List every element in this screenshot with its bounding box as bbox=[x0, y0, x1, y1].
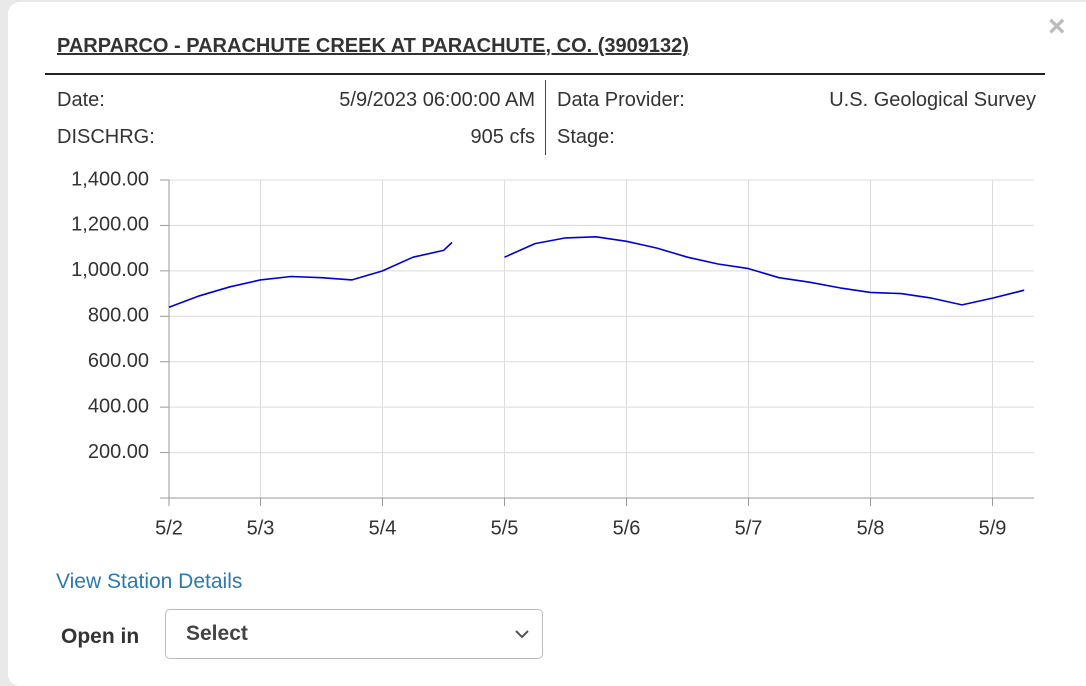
close-button[interactable]: × bbox=[1048, 10, 1066, 43]
header-rule bbox=[45, 73, 1045, 75]
x-tick-label: 5/9 bbox=[979, 517, 1007, 539]
open-in-label: Open in bbox=[61, 625, 140, 648]
info-label: Stage: bbox=[557, 126, 615, 148]
info-value: 905 cfs bbox=[470, 126, 535, 148]
x-tick-label: 5/3 bbox=[247, 517, 275, 539]
info-label: DISCHRG: bbox=[57, 126, 155, 148]
chart: 200.00 400.00 600.00 800.00 1,000.00 1,200.00… bbox=[71, 168, 1034, 539]
info-separator bbox=[545, 80, 546, 155]
y-tick-label: 400.00 bbox=[88, 395, 149, 417]
station-title: PARPARCO - PARACHUTE CREEK AT PARACHUTE,… bbox=[57, 35, 689, 57]
discharge-line bbox=[168, 236, 1025, 308]
station-details-link[interactable]: View Station Details bbox=[56, 570, 243, 593]
y-tick-label: 1,200.00 bbox=[71, 214, 149, 236]
x-tick-label: 5/8 bbox=[857, 517, 885, 539]
station-popup: × PARPARCO - PARACHUTE CREEK AT PARACHUT… bbox=[8, 2, 1086, 686]
select-chevron bbox=[515, 630, 529, 639]
info-value: U.S. Geological Survey bbox=[829, 89, 1036, 111]
x-tick-label: 5/7 bbox=[735, 517, 763, 539]
info-label: Date: bbox=[57, 89, 105, 111]
info-value: 5/9/2023 06:00:00 AM bbox=[339, 89, 535, 111]
y-tick-label: 600.00 bbox=[88, 350, 149, 372]
x-tick-label: 5/2 bbox=[155, 517, 183, 539]
info-label: Data Provider: bbox=[557, 89, 685, 111]
select-value: Select bbox=[186, 622, 248, 645]
open-in-select[interactable]: Select bbox=[165, 609, 543, 659]
y-tick-label: 1,400.00 bbox=[71, 168, 149, 190]
x-tick-label: 5/4 bbox=[369, 517, 397, 539]
y-tick-label: 800.00 bbox=[88, 305, 149, 327]
y-tick-label: 1,000.00 bbox=[71, 259, 149, 281]
x-tick-label: 5/6 bbox=[613, 517, 641, 539]
x-tick-label: 5/5 bbox=[491, 517, 519, 539]
y-tick-label: 200.00 bbox=[88, 441, 149, 463]
